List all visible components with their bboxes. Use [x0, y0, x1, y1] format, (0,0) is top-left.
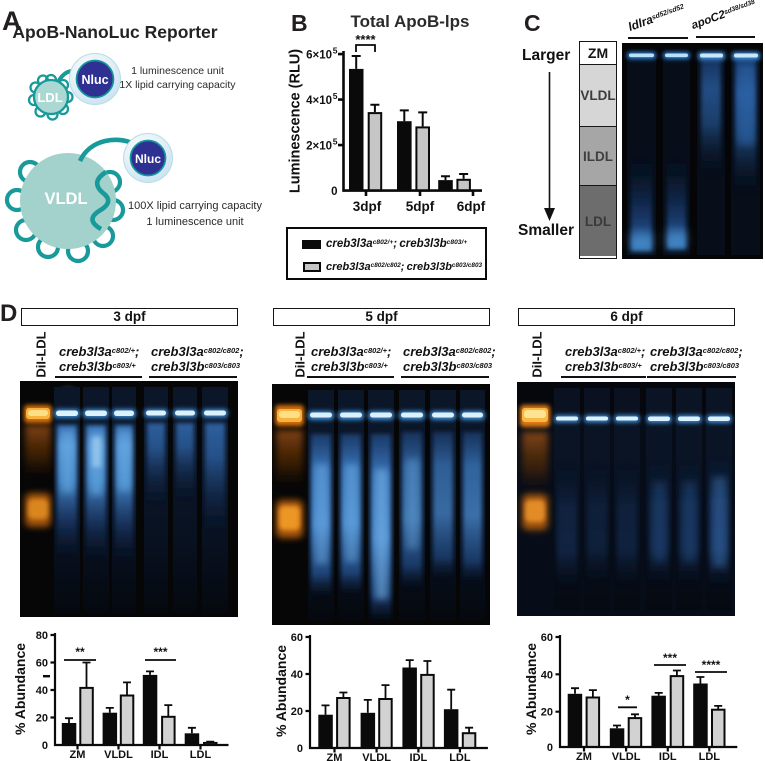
- svg-text:***: ***: [153, 645, 167, 659]
- svg-text:*: *: [625, 693, 630, 707]
- svg-text:20: 20: [291, 706, 303, 718]
- svg-text:LDL: LDL: [699, 751, 721, 761]
- svg-text:****: ****: [702, 658, 721, 672]
- svg-text:VLDL: VLDL: [612, 751, 641, 761]
- svg-text:IDL: IDL: [151, 749, 169, 761]
- svg-text:60: 60: [541, 632, 553, 644]
- svg-text:5: 5: [333, 46, 338, 56]
- svg-text:20: 20: [541, 707, 553, 719]
- svg-text:0: 0: [331, 186, 337, 198]
- svg-text:**: **: [75, 645, 85, 659]
- svg-text:ZM: ZM: [327, 752, 343, 761]
- svg-text:5: 5: [333, 91, 338, 101]
- svg-text:IDL: IDL: [410, 752, 428, 761]
- svg-text:60: 60: [291, 632, 303, 644]
- svg-text:Nluc: Nluc: [81, 73, 108, 87]
- svg-text:60: 60: [36, 658, 48, 670]
- svg-text:20: 20: [36, 713, 48, 725]
- svg-text:VLDL: VLDL: [104, 749, 133, 761]
- svg-text:ZM: ZM: [70, 749, 86, 761]
- svg-text:0: 0: [547, 742, 553, 754]
- svg-text:6×10: 6×10: [306, 49, 332, 61]
- svg-text:****: ****: [355, 32, 376, 47]
- svg-text:Nluc: Nluc: [135, 152, 161, 166]
- svg-text:VLDL: VLDL: [362, 752, 391, 761]
- svg-text:LDL: LDL: [449, 752, 471, 761]
- svg-text:0: 0: [297, 743, 303, 755]
- svg-text:5dpf: 5dpf: [406, 199, 435, 214]
- svg-text:***: ***: [663, 651, 677, 665]
- svg-text:80: 80: [36, 630, 48, 642]
- svg-text:VLDL: VLDL: [44, 190, 87, 208]
- svg-text:40: 40: [291, 669, 303, 681]
- svg-text:IDL: IDL: [659, 751, 677, 761]
- svg-text:4×10: 4×10: [306, 95, 332, 107]
- svg-text:ZM: ZM: [576, 751, 592, 761]
- svg-text:40: 40: [36, 685, 48, 697]
- svg-text:0: 0: [42, 740, 48, 752]
- svg-text:LDL: LDL: [190, 749, 212, 761]
- svg-text:40: 40: [541, 669, 553, 681]
- svg-text:5: 5: [333, 137, 338, 147]
- svg-text:6dpf: 6dpf: [457, 199, 486, 214]
- svg-text:3dpf: 3dpf: [353, 199, 382, 214]
- svg-text:LDL: LDL: [37, 90, 62, 105]
- svg-text:2×10: 2×10: [306, 140, 332, 152]
